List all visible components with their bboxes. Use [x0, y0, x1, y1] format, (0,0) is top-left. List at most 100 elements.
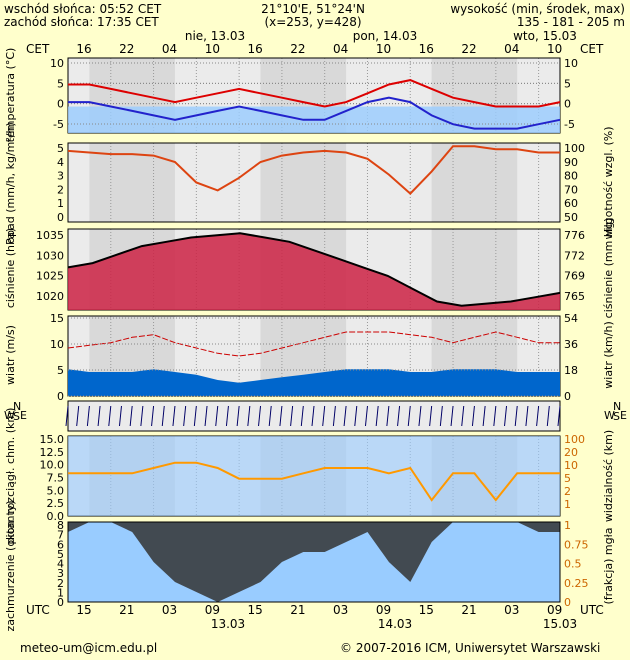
- y-tick-label-right: 0.5: [564, 558, 582, 571]
- wind-arrow: [65, 405, 69, 427]
- y-tick-label-right: 765: [564, 290, 585, 303]
- top-hour-label: 04: [162, 42, 177, 56]
- elevation-label: wysokość (min, środek, max): [450, 2, 625, 16]
- temperature-ylabel: temperatura (°C): [4, 48, 17, 143]
- fog-ylabel: (frakcja) mgła: [602, 528, 615, 605]
- bottom-hour-label: 21: [119, 603, 134, 617]
- panel-frame: [67, 521, 561, 603]
- wind-arrow: [118, 405, 122, 427]
- y-tick-label-right: 10: [564, 57, 578, 70]
- y-tick-label-right: 0.75: [564, 538, 589, 551]
- wind-arrow: [482, 405, 486, 427]
- wind-arrow: [514, 405, 518, 427]
- y-tick-label: 15.0: [40, 433, 65, 446]
- top-hour-label: 04: [504, 42, 519, 56]
- dewpoint-line: [68, 96, 561, 130]
- wind-arrow: [183, 405, 187, 427]
- bottom-hour-label: 15: [419, 603, 434, 617]
- wind-ylabel: wiatr (m/s): [4, 325, 17, 385]
- wind-arrow: [247, 405, 251, 427]
- temperature-line: [68, 79, 561, 108]
- wind-arrow: [311, 405, 315, 427]
- y-tick-label-right: 50: [564, 211, 578, 224]
- y-tick-label: 7.5: [47, 472, 65, 485]
- y-tick-label-right: 10: [564, 459, 578, 472]
- wind-arrow: [236, 405, 240, 427]
- night-band: [89, 143, 175, 222]
- top-hour-label: 04: [333, 42, 348, 56]
- bottom-zone-label: UTC: [26, 603, 50, 617]
- y-tick-label-right: 0: [564, 98, 571, 111]
- wind-kmh-ylabel: wiatr (km/h): [602, 321, 615, 388]
- y-tick-label-right: 1: [564, 498, 571, 511]
- y-tick-label: 1020: [36, 290, 64, 303]
- wind-arrow: [536, 405, 540, 427]
- y-tick-label-right: 90: [564, 156, 578, 169]
- bottom-hour-label: 09: [376, 603, 391, 617]
- y-tick-label: 0: [57, 596, 64, 609]
- panel-frame: [67, 142, 561, 223]
- top-date-label: pon, 14.03: [353, 29, 418, 43]
- wind-arrow: [354, 405, 358, 427]
- bottom-hour-label: 03: [504, 603, 519, 617]
- wind-arrow: [364, 405, 368, 427]
- svg-text:E: E: [620, 409, 627, 422]
- y-tick-label-right: 100: [564, 142, 585, 155]
- y-tick-label: 5: [57, 548, 64, 561]
- bottom-hour-label: 21: [290, 603, 305, 617]
- sunrise-text: wschód słońca: 05:52 CET: [4, 2, 162, 16]
- top-hour-label: 16: [419, 42, 434, 56]
- wind-arrow: [504, 405, 508, 427]
- y-tick-label: 5: [57, 77, 64, 90]
- svg-text:S: S: [13, 410, 20, 423]
- bottom-hour-label: 15: [76, 603, 91, 617]
- svg-text:N: N: [613, 400, 621, 413]
- bottom-date-label: 14.03: [378, 617, 412, 631]
- cloud-ylabel: zachmurzenie (oktanty): [4, 500, 17, 631]
- y-tick-label: 8: [57, 519, 64, 532]
- sunset-text: zachód słońca: 17:35 CET: [4, 15, 159, 29]
- svg-text:S: S: [613, 410, 620, 423]
- night-band: [431, 143, 518, 222]
- wind-arrow: [108, 405, 112, 427]
- y-tick-label: 2: [57, 183, 64, 196]
- top-hour-label: 16: [76, 42, 91, 56]
- night-band: [431, 229, 518, 310]
- pressure-area: [68, 233, 560, 310]
- wind-arrow: [450, 405, 454, 427]
- y-tick-label: 7: [57, 529, 64, 542]
- humidity-line: [67, 145, 560, 195]
- y-tick-label: 4: [57, 156, 64, 169]
- y-tick-label-right: 0.25: [564, 577, 589, 590]
- wind-arrow: [493, 405, 497, 427]
- wind-arrow: [557, 405, 561, 427]
- y-tick-label-right: 70: [564, 183, 578, 196]
- wind-arrow: [279, 405, 283, 427]
- y-tick-label: 4: [57, 558, 64, 571]
- elevation-values: 135 - 181 - 205 m: [516, 15, 625, 29]
- wind-arrow: [193, 405, 197, 427]
- wind-arrow: [332, 405, 336, 427]
- sky-area: [68, 436, 560, 516]
- bottom-hour-label: 15: [247, 603, 262, 617]
- footer-email[interactable]: meteo-um@icm.edu.pl: [20, 641, 158, 655]
- y-tick-label-right: 772: [564, 249, 585, 262]
- wind-mean-area: [68, 369, 560, 396]
- wind-arrow: [375, 405, 379, 427]
- y-tick-label: 0: [57, 211, 64, 224]
- wind-arrow: [86, 405, 90, 427]
- y-tick-label-right: 20: [564, 446, 578, 459]
- wind-arrow: [429, 405, 433, 427]
- wind-direction-panel: [65, 400, 561, 432]
- y-tick-label-right: 2: [564, 485, 571, 498]
- pressure-ylabel: ciśnienie (hPa): [4, 228, 17, 308]
- bottom-hour-label: 09: [547, 603, 562, 617]
- y-tick-label: 1035: [36, 229, 64, 242]
- pressure-panel: 1035 776 1030 772 1025 769 1020 765: [36, 228, 585, 311]
- y-tick-label: 1: [57, 586, 64, 599]
- svg-text:W: W: [604, 409, 615, 422]
- precip-ylabel: opad (mm/h, kg/m²/h): [4, 122, 17, 243]
